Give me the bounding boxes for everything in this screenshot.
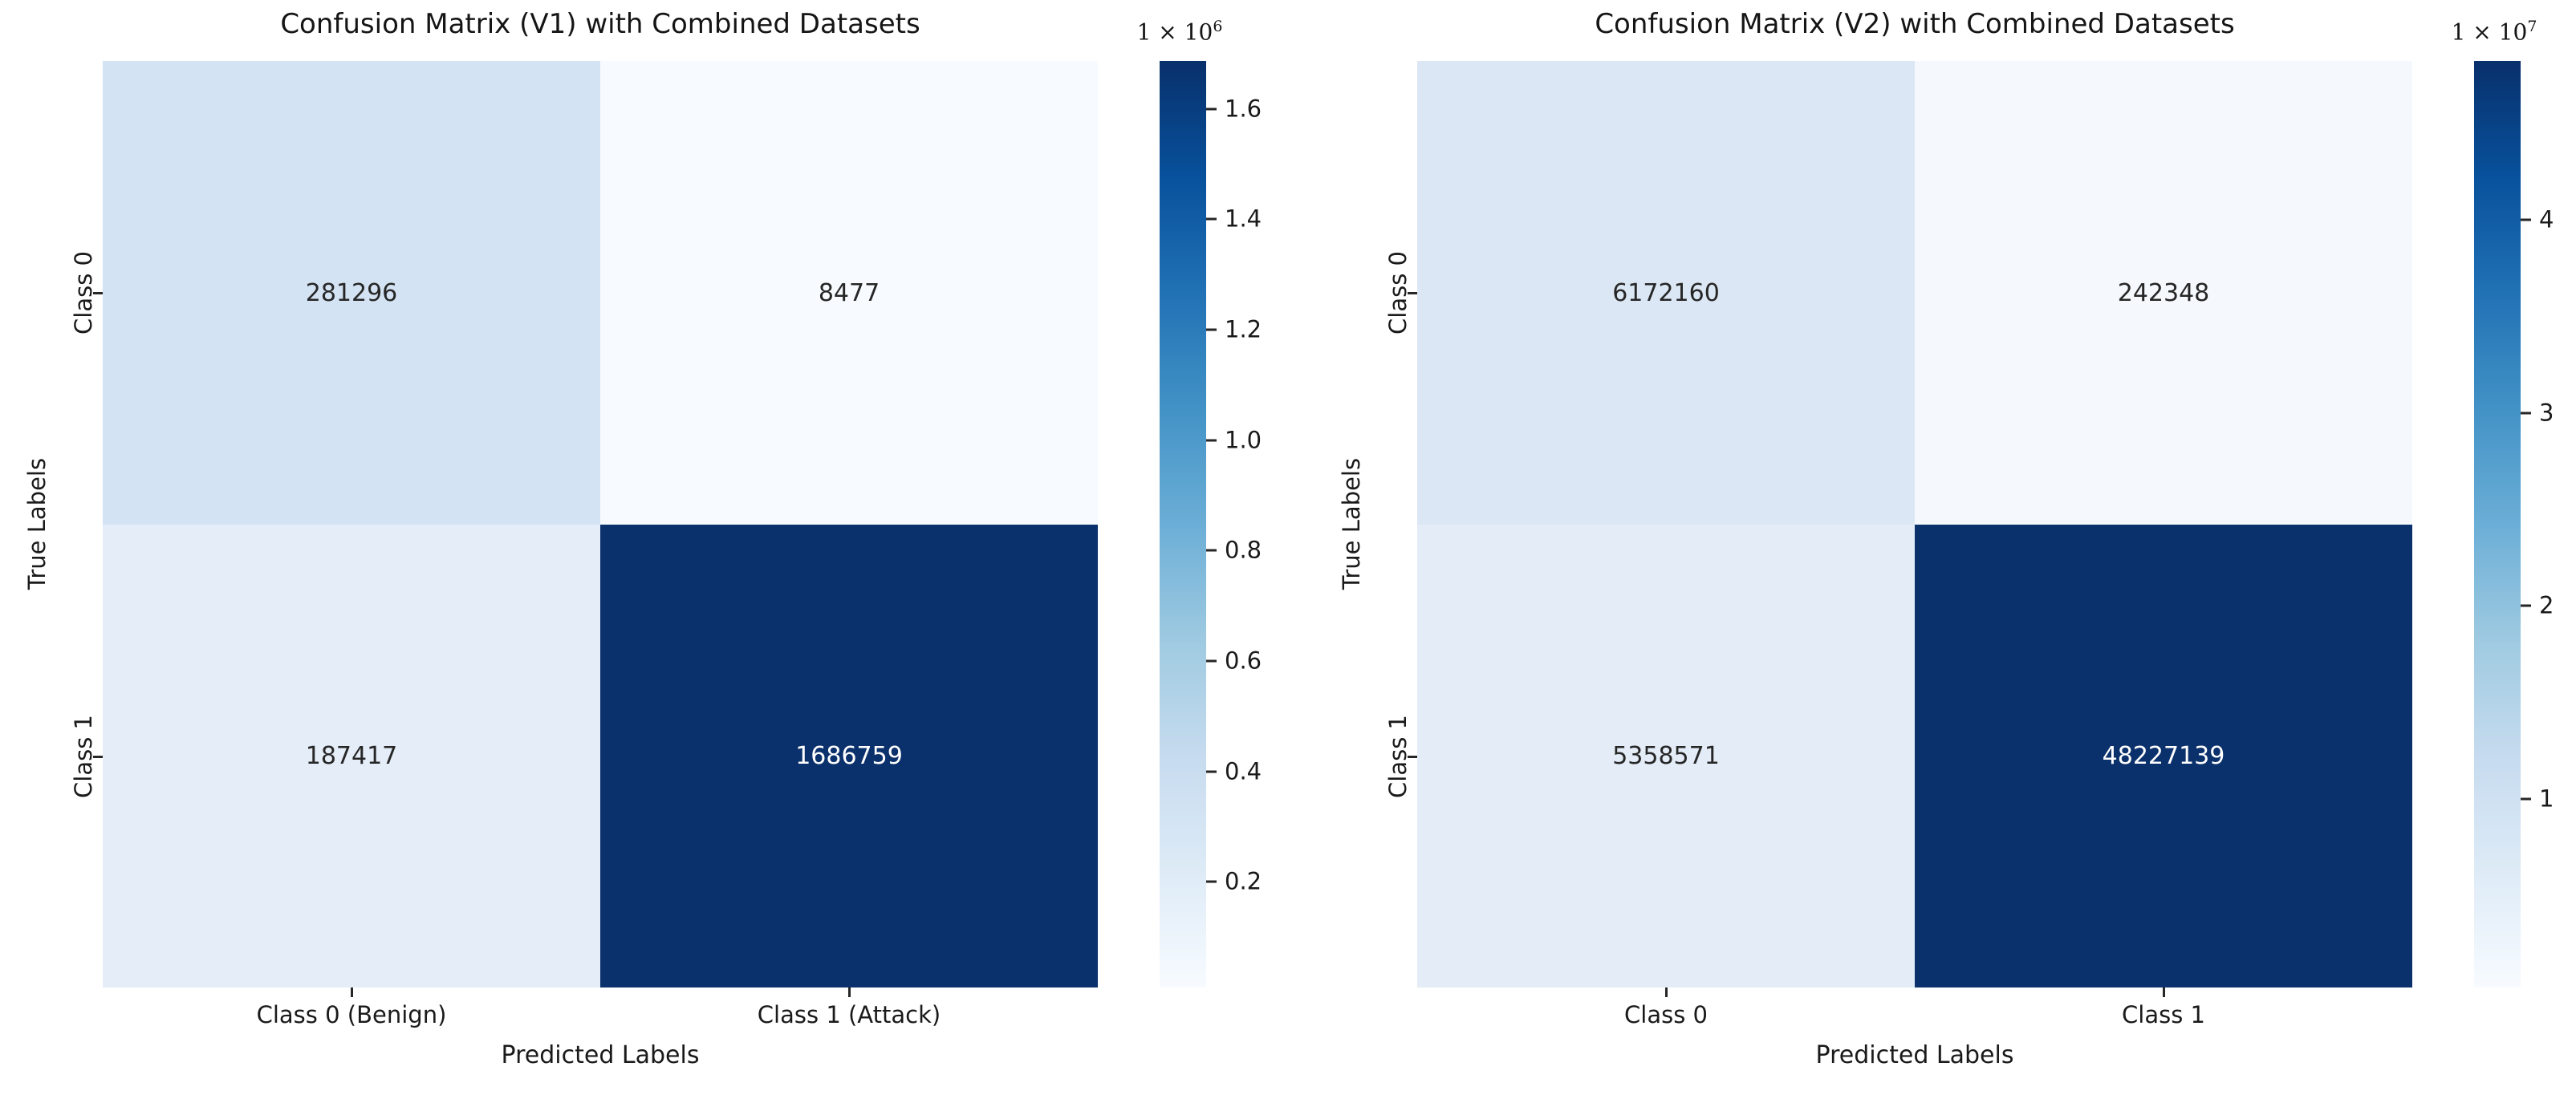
- colorbar-gradient: [2474, 61, 2521, 987]
- colorbar-tick: 0.4: [1206, 760, 1262, 783]
- colorbar-tick: 1.0: [1206, 428, 1262, 452]
- y-axis-label: True Labels: [23, 457, 51, 590]
- chart-title: Confusion Matrix (V2) with Combined Data…: [1595, 8, 2235, 40]
- y-tick-mark: [93, 756, 103, 758]
- colorbar-tick-mark: [2521, 797, 2531, 801]
- colorbar-tick-mark: [1206, 549, 1217, 552]
- heatmap-grid: 6172160 242348 5358571 48227139: [1417, 61, 2412, 987]
- x-tick-mark: [351, 987, 353, 997]
- colorbar-tick: 0.2: [1206, 870, 1262, 894]
- x-axis-label: Predicted Labels: [1815, 1041, 2014, 1069]
- colorbar-tick: 2: [2521, 594, 2554, 618]
- colorbar-tick: 3: [2521, 401, 2554, 424]
- colorbar-tick: 0.8: [1206, 536, 1262, 564]
- colorbar-tick-value: 0.2: [1225, 867, 1262, 895]
- colorbar-tick: 0.6: [1206, 649, 1262, 672]
- colorbar-tick-value: 4: [2539, 205, 2554, 233]
- y-tick-mark: [93, 292, 103, 294]
- heatmap-cell-tn: 6172160: [1417, 61, 1915, 525]
- heatmap-cell-tn: 281296: [103, 61, 600, 525]
- colorbar-offset-label: 1 × 107: [2414, 18, 2574, 45]
- colorbar-tick-value: 0.8: [1225, 536, 1262, 564]
- colorbar-tick-mark: [1206, 770, 1217, 773]
- y-axis-label: True Labels: [1338, 457, 1365, 590]
- colorbar-tick-labels: 1 2 3 4: [2521, 61, 2576, 987]
- colorbar-gradient: [1160, 61, 1206, 987]
- colorbar-tick: 1.6: [1206, 97, 1262, 120]
- heatmap-cell-tp: 1686759: [600, 525, 1098, 987]
- colorbar-tick-mark: [2521, 412, 2531, 415]
- colorbar-tick-mark: [2521, 218, 2531, 221]
- colorbar-tick-mark: [2521, 604, 2531, 607]
- y-tick-mark: [1408, 756, 1417, 758]
- colorbar-tick-value: 1.6: [1225, 95, 1262, 123]
- heatmap-cell-fp: 242348: [1915, 61, 2412, 525]
- colorbar-tick: 1: [2521, 785, 2554, 813]
- colorbar-tick-mark: [1206, 328, 1217, 331]
- x-tick-mark: [2163, 987, 2165, 997]
- colorbar-tick-mark: [1206, 880, 1217, 883]
- colorbar-tick-value: 0.6: [1225, 647, 1262, 675]
- offset-mantissa: 1 × 10: [1136, 18, 1213, 46]
- offset-mantissa: 1 × 10: [2451, 18, 2528, 46]
- subplot-confusion-matrix-v2: Confusion Matrix (V2) with Combined Data…: [1338, 0, 2576, 1099]
- heatmap-cell-fn: 5358571: [1417, 525, 1915, 987]
- colorbar-tick: 1.2: [1206, 318, 1262, 342]
- colorbar-tick-value: 0.4: [1225, 757, 1262, 785]
- colorbar-tick-value: 3: [2539, 399, 2554, 427]
- x-tick-label-class0: Class 0: [1624, 1001, 1708, 1028]
- heatmap-grid: 281296 8477 187417 1686759: [103, 61, 1098, 987]
- colorbar-tick: 1.4: [1206, 205, 1262, 233]
- x-tick-mark: [848, 987, 851, 997]
- x-tick-label-class0: Class 0 (Benign): [256, 1001, 447, 1028]
- colorbar-tick-value: 1: [2539, 785, 2554, 813]
- colorbar-tick-mark: [1206, 107, 1217, 111]
- colorbar-tick-labels: 0.2 0.4 0.6 0.8 1.0 1.2 1.4 1.6: [1206, 61, 1302, 987]
- colorbar-tick-value: 1.0: [1225, 426, 1262, 454]
- heatmap-cell-fn: 187417: [103, 525, 600, 987]
- x-tick-label-class1: Class 1: [2122, 1001, 2205, 1028]
- x-axis-label: Predicted Labels: [501, 1041, 700, 1069]
- chart-title: Confusion Matrix (V1) with Combined Data…: [280, 8, 920, 40]
- colorbar-offset-label: 1 × 106: [1099, 18, 1260, 45]
- colorbar-tick: 4: [2521, 205, 2554, 233]
- heatmap-cell-fp: 8477: [600, 61, 1098, 525]
- offset-exponent: 7: [2527, 18, 2537, 35]
- colorbar-tick-value: 2: [2539, 591, 2554, 619]
- colorbar-tick-mark: [1206, 659, 1217, 663]
- x-tick-label-class1: Class 1 (Attack): [757, 1001, 941, 1028]
- colorbar-tick-value: 1.2: [1225, 315, 1262, 343]
- x-tick-mark: [1665, 987, 1668, 997]
- heatmap-cell-tp: 48227139: [1915, 525, 2412, 987]
- offset-exponent: 6: [1213, 18, 1223, 35]
- colorbar-tick-mark: [1206, 217, 1217, 221]
- subplot-confusion-matrix-v1: Confusion Matrix (V1) with Combined Data…: [23, 0, 1262, 1099]
- y-tick-mark: [1408, 292, 1417, 294]
- colorbar-tick-value: 1.4: [1225, 205, 1262, 233]
- colorbar-tick-mark: [1206, 439, 1217, 442]
